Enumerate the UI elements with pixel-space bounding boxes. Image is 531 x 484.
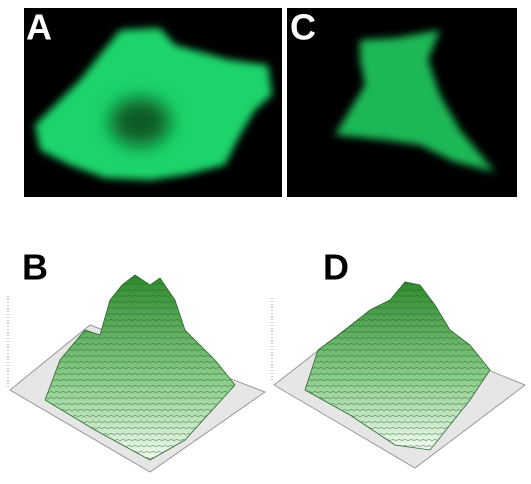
panel-b: B: [8, 247, 265, 472]
figure: A C B D: [0, 0, 531, 484]
panel-label: A: [26, 7, 52, 48]
panel-d: D: [272, 247, 525, 468]
panel-label: B: [22, 247, 48, 288]
panel-c: C: [287, 7, 517, 197]
panel-label: C: [290, 7, 316, 48]
panel-a: A: [24, 7, 282, 197]
nucleus-a: [110, 98, 170, 146]
panel-label: D: [323, 247, 349, 288]
